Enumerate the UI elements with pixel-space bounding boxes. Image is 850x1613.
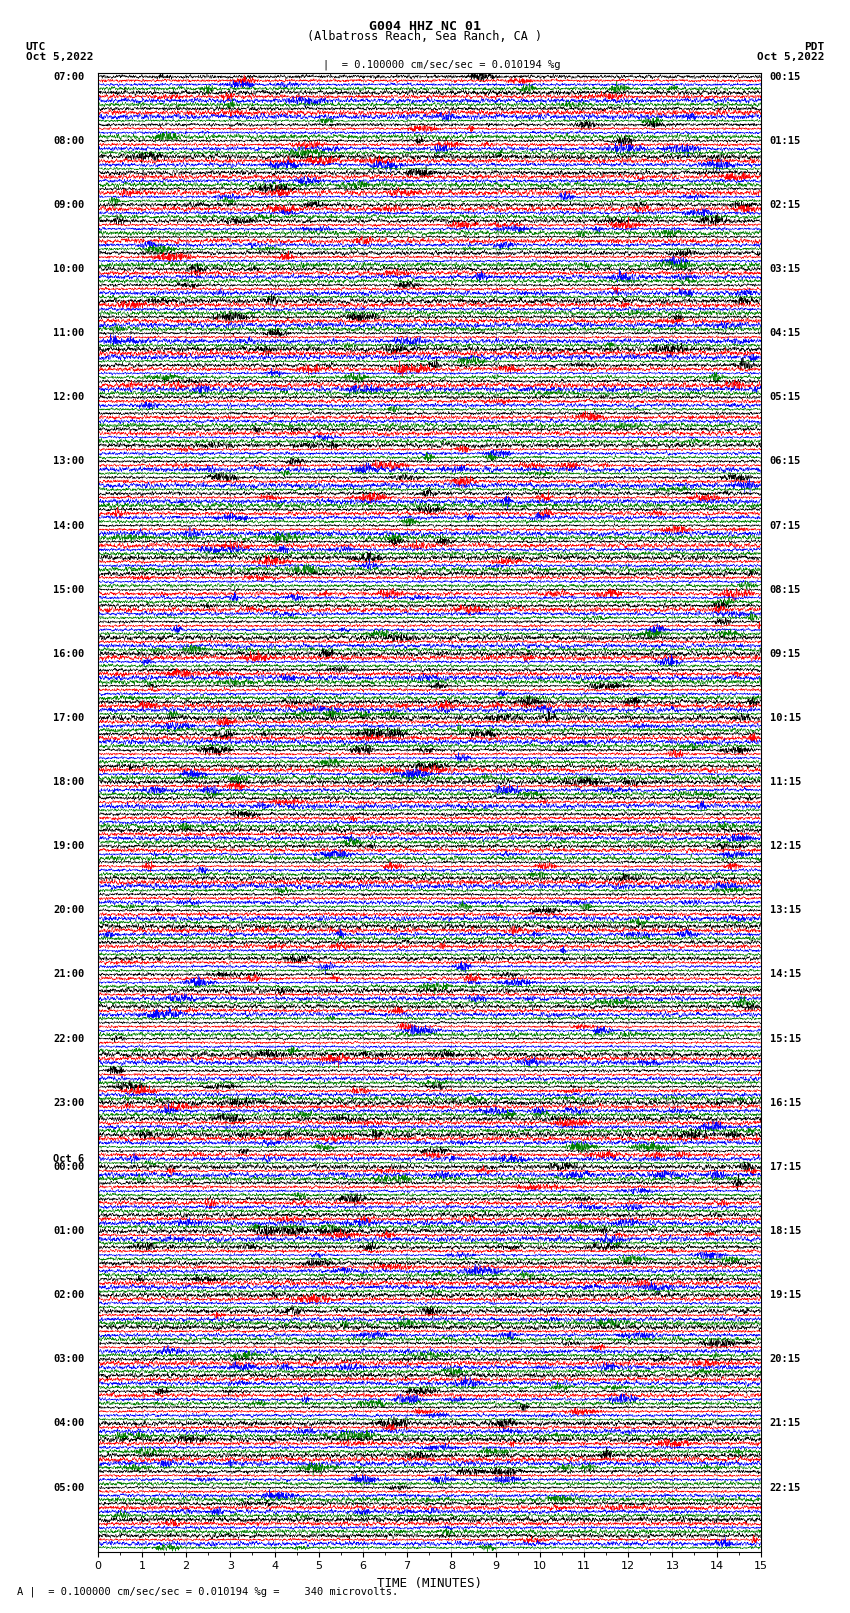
- Text: UTC: UTC: [26, 42, 46, 52]
- Text: 08:15: 08:15: [769, 584, 801, 595]
- Text: 03:15: 03:15: [769, 265, 801, 274]
- Text: 17:15: 17:15: [769, 1161, 801, 1173]
- Text: 22:15: 22:15: [769, 1482, 801, 1492]
- Text: Oct 5,2022: Oct 5,2022: [26, 52, 93, 61]
- Text: 00:15: 00:15: [769, 71, 801, 82]
- Text: 10:00: 10:00: [54, 265, 84, 274]
- Text: 13:00: 13:00: [54, 456, 84, 466]
- Text: 05:15: 05:15: [769, 392, 801, 402]
- Text: 05:00: 05:00: [54, 1482, 84, 1492]
- Text: 16:15: 16:15: [769, 1098, 801, 1108]
- Text: 11:00: 11:00: [54, 327, 84, 339]
- Text: 09:00: 09:00: [54, 200, 84, 210]
- Text: 14:15: 14:15: [769, 969, 801, 979]
- Text: Oct 6: Oct 6: [54, 1153, 84, 1165]
- Text: 12:00: 12:00: [54, 392, 84, 402]
- Text: 00:00: 00:00: [54, 1161, 84, 1173]
- Text: 18:15: 18:15: [769, 1226, 801, 1236]
- Text: (Albatross Reach, Sea Ranch, CA ): (Albatross Reach, Sea Ranch, CA ): [308, 31, 542, 44]
- Text: 20:15: 20:15: [769, 1355, 801, 1365]
- Text: G004 HHZ NC 01: G004 HHZ NC 01: [369, 19, 481, 34]
- Text: 02:00: 02:00: [54, 1290, 84, 1300]
- Text: 18:00: 18:00: [54, 777, 84, 787]
- Text: 07:00: 07:00: [54, 71, 84, 82]
- Text: 15:15: 15:15: [769, 1034, 801, 1044]
- Text: 04:15: 04:15: [769, 327, 801, 339]
- Text: 14:00: 14:00: [54, 521, 84, 531]
- Text: 07:15: 07:15: [769, 521, 801, 531]
- Text: 15:00: 15:00: [54, 584, 84, 595]
- Text: PDT: PDT: [804, 42, 824, 52]
- Text: 13:15: 13:15: [769, 905, 801, 915]
- Text: 21:15: 21:15: [769, 1418, 801, 1429]
- Text: 20:00: 20:00: [54, 905, 84, 915]
- Text: Oct 5,2022: Oct 5,2022: [757, 52, 824, 61]
- Text: 23:00: 23:00: [54, 1098, 84, 1108]
- Text: 19:15: 19:15: [769, 1290, 801, 1300]
- Text: 08:00: 08:00: [54, 135, 84, 145]
- Text: 01:00: 01:00: [54, 1226, 84, 1236]
- Text: 22:00: 22:00: [54, 1034, 84, 1044]
- Text: 17:00: 17:00: [54, 713, 84, 723]
- Text: 10:15: 10:15: [769, 713, 801, 723]
- Text: |  = 0.100000 cm/sec/sec = 0.010194 %g: | = 0.100000 cm/sec/sec = 0.010194 %g: [323, 60, 560, 71]
- Text: 09:15: 09:15: [769, 648, 801, 658]
- Text: 06:15: 06:15: [769, 456, 801, 466]
- Text: 03:00: 03:00: [54, 1355, 84, 1365]
- Text: 01:15: 01:15: [769, 135, 801, 145]
- Text: 02:15: 02:15: [769, 200, 801, 210]
- Text: 19:00: 19:00: [54, 842, 84, 852]
- Text: 04:00: 04:00: [54, 1418, 84, 1429]
- X-axis label: TIME (MINUTES): TIME (MINUTES): [377, 1578, 482, 1590]
- Text: 16:00: 16:00: [54, 648, 84, 658]
- Text: A |  = 0.100000 cm/sec/sec = 0.010194 %g =    340 microvolts.: A | = 0.100000 cm/sec/sec = 0.010194 %g …: [17, 1586, 399, 1597]
- Text: 21:00: 21:00: [54, 969, 84, 979]
- Text: 12:15: 12:15: [769, 842, 801, 852]
- Text: 11:15: 11:15: [769, 777, 801, 787]
